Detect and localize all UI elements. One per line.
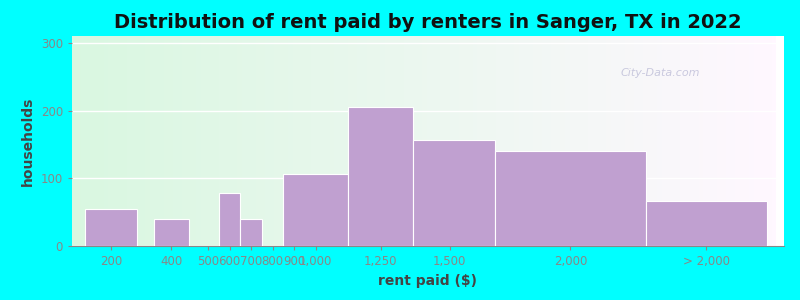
Title: Distribution of rent paid by renters in Sanger, TX in 2022: Distribution of rent paid by renters in … [114, 13, 742, 32]
Y-axis label: households: households [21, 96, 35, 186]
Bar [646, 201, 766, 246]
Bar [154, 219, 189, 246]
Bar [240, 219, 262, 246]
Bar [218, 193, 240, 246]
Bar [413, 140, 495, 246]
Bar [85, 209, 137, 246]
Bar [495, 151, 646, 246]
Text: City-Data.com: City-Data.com [620, 68, 700, 77]
Bar [348, 107, 413, 246]
X-axis label: rent paid ($): rent paid ($) [378, 274, 478, 288]
Bar [283, 173, 348, 246]
